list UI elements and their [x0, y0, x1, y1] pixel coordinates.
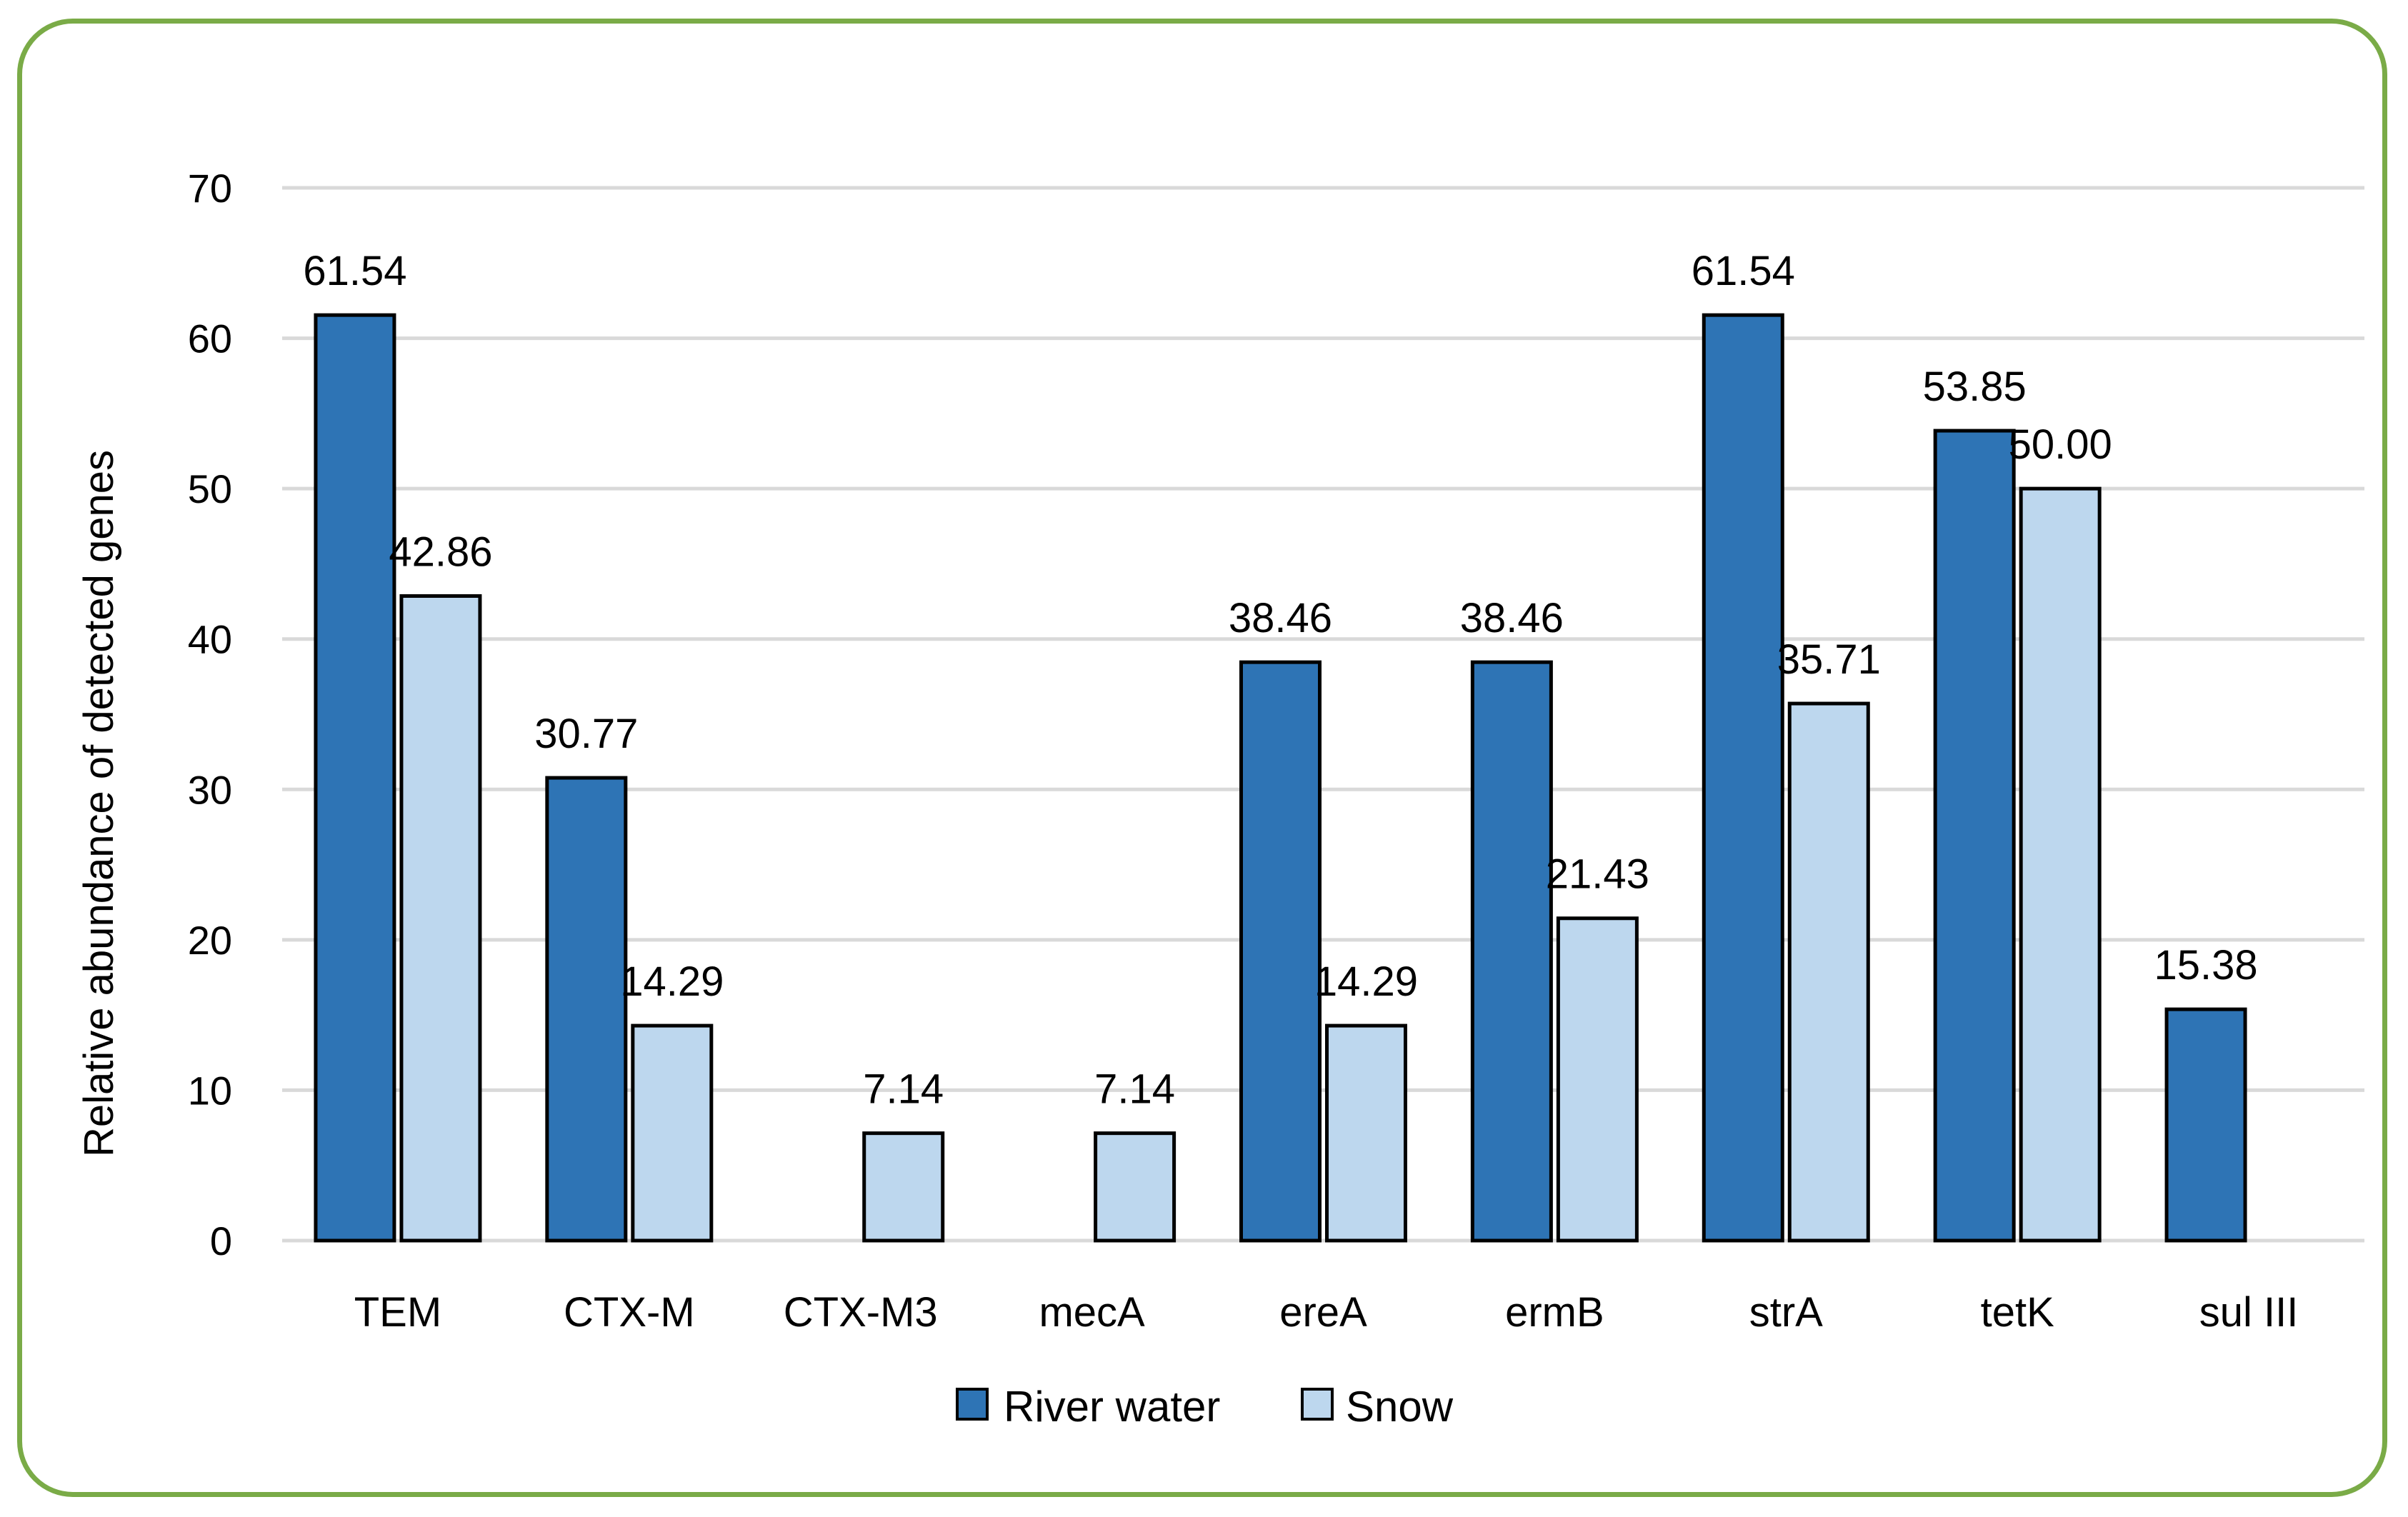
- bar-snow-tem: [399, 594, 482, 1243]
- bar-river-water-tetk: [1933, 429, 2016, 1243]
- y-tick-label: 20: [188, 918, 232, 963]
- data-label: 53.85: [1923, 364, 2027, 410]
- gridlines: [282, 186, 2364, 1243]
- bar-snow-tetk: [2019, 486, 2102, 1243]
- y-tick-label: 70: [188, 166, 232, 211]
- y-axis-ticks: 0 10 20 30 40 50 60 70: [188, 166, 232, 1263]
- legend: River water Snow: [956, 1383, 1454, 1431]
- legend-label-snow: Snow: [1346, 1383, 1454, 1431]
- bar-river-water-ermb: [1470, 660, 1553, 1243]
- data-label: 61.54: [303, 248, 406, 294]
- data-label: 61.54: [1692, 248, 1795, 294]
- x-category-label: sul III: [2199, 1289, 2299, 1336]
- y-tick-label: 0: [210, 1218, 232, 1263]
- legend-swatch-snow: [1301, 1388, 1334, 1421]
- bars: [314, 313, 2247, 1243]
- x-category-label: ereA: [1279, 1289, 1367, 1336]
- legend-swatch-river-water: [956, 1388, 989, 1421]
- data-label: 38.46: [1460, 595, 1564, 641]
- legend-label-river-water: River water: [1004, 1383, 1220, 1431]
- data-label: 21.43: [1546, 851, 1649, 898]
- data-label: 38.46: [1229, 595, 1332, 641]
- data-label: 35.71: [1777, 636, 1881, 683]
- data-label: 14.29: [1314, 958, 1418, 1005]
- x-category-label: mecA: [1039, 1289, 1145, 1336]
- data-label: 30.77: [534, 711, 638, 757]
- bar-river-water-stra: [1702, 313, 1784, 1243]
- bar-river-water-tem: [314, 313, 396, 1243]
- bar-snow-stra: [1787, 701, 1870, 1243]
- bar-snow-ermb: [1556, 916, 1639, 1243]
- bar-river-water-erea: [1239, 660, 1322, 1243]
- y-tick-label: 40: [188, 617, 232, 662]
- y-tick-label: 50: [188, 466, 232, 511]
- bar-river-water-ctx-m: [545, 776, 628, 1243]
- data-labels: 61.54 42.86 30.77 14.29 7.14 7.14 38.46 14.29 38…: [303, 248, 2257, 1113]
- bar-snow-meca: [1094, 1131, 1176, 1243]
- y-axis-title: Relative abundance of detected genes: [76, 450, 122, 1157]
- data-label: 15.38: [2154, 942, 2257, 988]
- bar-snow-ctx-m3: [862, 1131, 945, 1243]
- data-label: 42.86: [389, 529, 492, 575]
- x-category-label: tetK: [1981, 1289, 2054, 1336]
- data-label: 7.14: [863, 1066, 944, 1113]
- bar-river-water-sul-iii: [2164, 1007, 2247, 1243]
- data-label: 50.00: [2009, 421, 2112, 468]
- x-category-label: strA: [1749, 1289, 1823, 1336]
- bar-snow-erea: [1325, 1023, 1407, 1243]
- y-tick-label: 30: [188, 767, 232, 812]
- y-tick-label: 60: [188, 316, 232, 361]
- bar-snow-ctx-m: [631, 1023, 714, 1243]
- x-category-label: ermB: [1505, 1289, 1604, 1336]
- y-tick-label: 10: [188, 1068, 232, 1113]
- x-axis-categories: TEM CTX-M CTX-M3 mecA ereA ermB strA tetK sul II…: [354, 1289, 2299, 1336]
- data-label: 14.29: [620, 958, 724, 1005]
- x-category-label: CTX-M3: [784, 1289, 938, 1336]
- x-category-label: TEM: [354, 1289, 441, 1336]
- x-category-label: CTX-M: [564, 1289, 695, 1336]
- data-label: 7.14: [1094, 1066, 1175, 1113]
